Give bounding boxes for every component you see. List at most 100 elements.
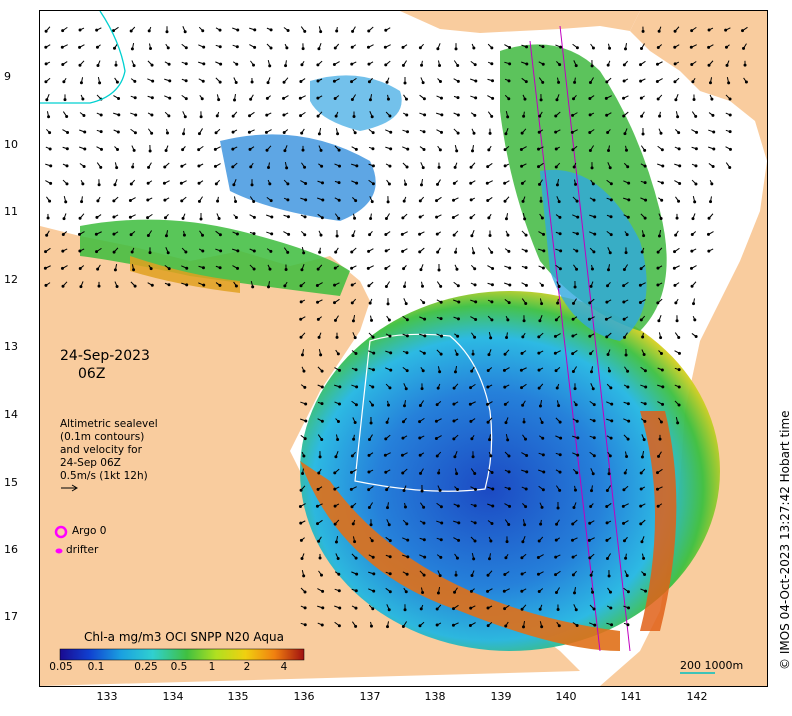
colorbar-title: Chl-a mg/m3 OCI SNPP N20 Aqua	[84, 630, 284, 644]
velocity-arrow-head	[643, 148, 647, 152]
velocity-arrow-head	[624, 148, 628, 152]
velocity-arrow-head	[472, 46, 476, 50]
velocity-arrow-head	[370, 539, 374, 543]
velocity-arrow-head	[508, 62, 512, 66]
velocity-arrow-head	[78, 63, 82, 67]
velocity-arrow-head	[658, 114, 662, 118]
velocity-arrow-head	[317, 47, 321, 51]
velocity-arrow-head	[587, 538, 591, 542]
velocity-arrow-head	[319, 30, 323, 34]
velocity-arrow-head	[78, 249, 82, 253]
velocity-arrow-head	[656, 97, 660, 101]
velocity-arrow-head	[129, 29, 133, 33]
velocity-arrow-head	[113, 183, 117, 187]
velocity-arrow-head	[79, 285, 83, 289]
arafura-teal-nw	[310, 75, 402, 131]
velocity-arrow-head	[456, 79, 460, 83]
velocity-arrow-head	[49, 181, 53, 185]
velocity-arrow-head	[641, 335, 645, 339]
velocity-arrow-head	[659, 131, 663, 135]
velocity-arrow-head	[609, 386, 613, 390]
velocity-arrow-head	[558, 488, 562, 492]
velocity-arrow-head	[622, 284, 626, 288]
velocity-arrow-head	[627, 181, 631, 185]
velocity-arrow-head	[435, 232, 439, 236]
velocity-arrow-head	[559, 436, 563, 440]
velocity-arrow-head	[608, 251, 612, 255]
velocity-arrow-head	[707, 216, 711, 220]
velocity-arrow-head	[711, 165, 715, 169]
velocity-arrow-head	[62, 217, 66, 221]
velocity-arrow-head	[624, 353, 628, 357]
velocity-arrow-head	[554, 573, 558, 577]
velocity-arrow-head	[95, 215, 99, 219]
velocity-arrow-head	[235, 232, 239, 236]
velocity-arrow-head	[575, 624, 579, 628]
velocity-arrow-head	[605, 80, 609, 84]
velocity-arrow-head	[303, 590, 307, 594]
velocity-arrow-head	[422, 97, 426, 101]
map-frame[interactable]	[39, 10, 768, 687]
velocity-arrow-head	[219, 249, 223, 253]
velocity-arrow-head	[610, 402, 614, 406]
velocity-arrow-head	[99, 165, 103, 169]
velocity-arrow-head	[625, 454, 629, 458]
velocity-arrow-head	[656, 504, 660, 508]
velocity-arrow-head	[523, 97, 527, 101]
velocity-arrow-head	[554, 147, 558, 151]
velocity-arrow-head	[386, 97, 390, 101]
velocity-arrow-head	[386, 403, 390, 407]
velocity-arrow-head	[386, 625, 390, 629]
velocity-arrow-head	[286, 182, 290, 186]
velocity-arrow-head	[354, 403, 358, 407]
velocity-arrow-head	[622, 114, 626, 118]
velocity-arrow-head	[521, 540, 525, 544]
velocity-arrow-head	[367, 488, 371, 492]
velocity-arrow-head	[269, 249, 273, 253]
velocity-arrow-head	[677, 199, 681, 203]
velocity-arrow-head	[574, 403, 578, 407]
velocity-arrow-head	[626, 402, 630, 406]
velocity-arrow-head	[61, 284, 65, 288]
velocity-arrow-head	[505, 336, 509, 340]
velocity-arrow-head	[367, 249, 371, 253]
velocity-arrow-head	[420, 284, 424, 288]
velocity-arrow-head	[555, 522, 559, 526]
velocity-arrow-head	[623, 47, 627, 51]
velocity-arrow-head	[46, 216, 50, 220]
velocity-arrow-head	[673, 62, 677, 66]
velocity-arrow-head	[725, 63, 729, 67]
velocity-arrow-head	[436, 250, 440, 254]
velocity-arrow-head	[168, 96, 172, 100]
map-canvas[interactable]	[40, 11, 767, 686]
velocity-arrow-head	[350, 283, 354, 287]
velocity-arrow-head	[317, 132, 321, 136]
velocity-arrow-head	[316, 522, 320, 526]
velocity-arrow-head	[384, 285, 388, 289]
velocity-arrow-head	[643, 164, 647, 168]
velocity-arrow-head	[743, 63, 747, 67]
velocity-arrow-head	[456, 284, 460, 288]
velocity-arrow-head	[354, 199, 358, 203]
velocity-arrow-head	[590, 489, 594, 493]
velocity-arrow-head	[435, 403, 439, 407]
velocity-arrow-head	[418, 250, 422, 254]
velocity-arrow-head	[334, 114, 338, 118]
velocity-arrow-head	[622, 539, 626, 543]
velocity-arrow-head	[695, 130, 699, 134]
velocity-arrow-head	[491, 79, 495, 83]
velocity-arrow-head	[184, 97, 188, 101]
velocity-arrow-head	[167, 267, 171, 271]
velocity-arrow-head	[386, 200, 390, 204]
velocity-arrow-head	[252, 215, 256, 219]
velocity-arrow-head	[457, 300, 461, 304]
velocity-arrow-head	[249, 165, 253, 169]
velocity-arrow-head	[473, 283, 477, 287]
velocity-arrow-head	[298, 504, 302, 508]
velocity-arrow-head	[336, 419, 340, 423]
velocity-arrow-head	[474, 300, 478, 304]
velocity-arrow-head	[333, 283, 337, 287]
velocity-arrow-head	[248, 114, 252, 118]
velocity-arrow-head	[659, 336, 663, 340]
velocity-arrow-head	[456, 504, 460, 508]
